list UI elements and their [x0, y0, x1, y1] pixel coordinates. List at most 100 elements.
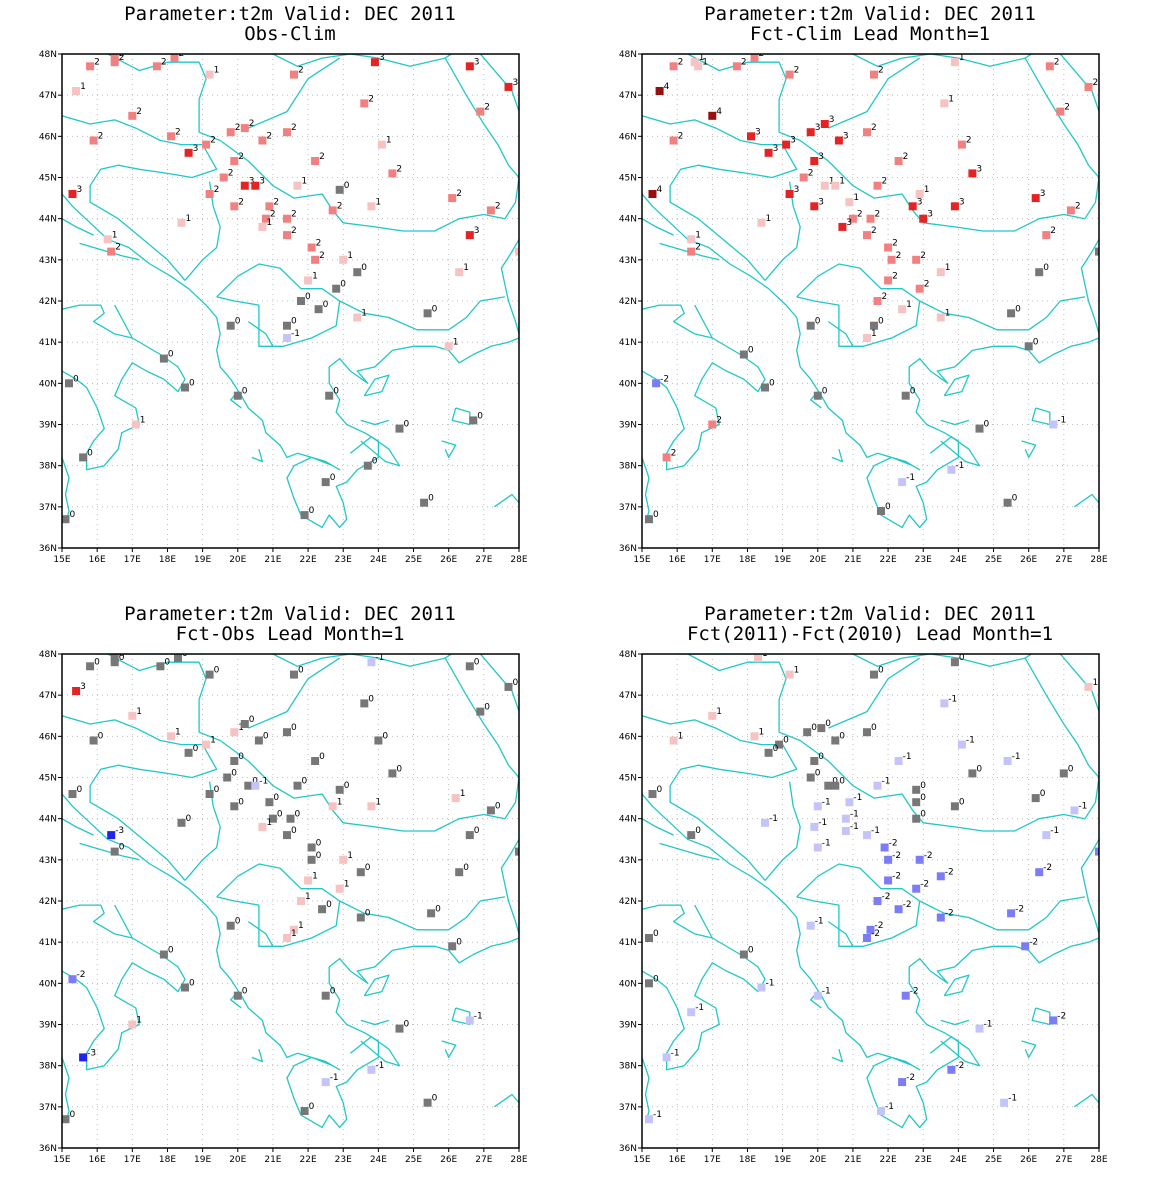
station-value-label: 0	[164, 657, 170, 667]
coastline	[339, 296, 506, 331]
station-value-label: 2	[291, 210, 297, 220]
coastline	[247, 921, 274, 947]
station-value-label: 1	[312, 871, 318, 881]
station-marker	[62, 1115, 70, 1124]
station-value-label: 3	[1040, 189, 1046, 199]
station-value-label: -1	[671, 1048, 680, 1058]
station-marker	[423, 309, 432, 318]
station-value-label: 0	[214, 785, 220, 795]
station-value-label: -2	[1057, 1011, 1066, 1021]
station-marker	[181, 983, 189, 992]
station-marker	[782, 140, 791, 149]
station-value-label: 0	[976, 764, 982, 774]
x-tick-label: 17E	[124, 1155, 141, 1165]
y-tick-label: 42N	[39, 897, 57, 907]
station-marker	[919, 214, 928, 223]
station-marker	[898, 478, 907, 487]
station-marker	[174, 654, 182, 663]
station-value-label: 2	[671, 448, 677, 458]
station-value-label: 2	[94, 57, 100, 67]
station-marker	[290, 925, 298, 934]
station-marker	[806, 321, 815, 330]
station-marker	[645, 1115, 653, 1124]
station-marker	[128, 111, 137, 120]
station-marker	[304, 276, 313, 285]
y-tick-label: 47N	[619, 691, 637, 701]
station-value-label: 0	[368, 694, 374, 704]
station-marker	[311, 757, 320, 765]
x-tick-label: 28E	[510, 1155, 527, 1165]
y-tick-label: 41N	[39, 338, 57, 348]
station-marker	[1035, 868, 1044, 877]
coastline	[642, 793, 1099, 1129]
station-marker	[1007, 309, 1016, 318]
station-value-label: 0	[748, 946, 754, 956]
station-value-label: 0	[783, 736, 789, 746]
station-value-label: 2	[1054, 57, 1060, 67]
x-tick-label: 19E	[194, 555, 211, 565]
station-marker	[1031, 194, 1040, 203]
station-value-label: 0	[653, 974, 659, 984]
station-value-label: -1	[822, 839, 831, 849]
x-tick-label: 27E	[475, 555, 492, 565]
station-marker	[184, 748, 193, 757]
coastline	[272, 54, 519, 112]
station-marker	[283, 334, 291, 342]
station-value-label: 1	[1093, 678, 1099, 688]
station-value-label: 1	[463, 263, 469, 273]
station-marker	[156, 662, 165, 671]
station-marker	[465, 831, 474, 840]
station-value-label: 3	[927, 210, 933, 220]
station-marker	[110, 847, 119, 856]
station-value-label: 0	[428, 494, 434, 504]
coastline	[642, 904, 713, 939]
station-value-label: 1	[347, 251, 353, 261]
station-marker	[202, 140, 211, 149]
station-value-label: 1	[266, 218, 272, 228]
station-marker	[283, 728, 291, 737]
station-marker	[813, 802, 822, 811]
station-marker	[370, 58, 379, 67]
station-marker	[258, 136, 267, 145]
station-value-label: 0	[98, 732, 104, 742]
station-marker	[1031, 794, 1040, 803]
station-marker	[205, 790, 214, 798]
station-marker	[332, 284, 341, 293]
station-value-label: 0	[523, 843, 529, 853]
station-marker	[395, 424, 404, 433]
station-marker	[1003, 757, 1012, 765]
x-tick-label: 19E	[774, 1155, 791, 1165]
station-value-label: 0	[1033, 337, 1039, 347]
station-value-label: 4	[664, 82, 670, 92]
station-value-label: 0	[653, 929, 659, 939]
coastline	[494, 1093, 519, 1108]
station-value-label: 0	[330, 473, 336, 483]
station-marker	[950, 202, 959, 211]
station-marker	[831, 736, 840, 745]
station-value-label: 0	[695, 826, 701, 836]
x-tick-label: 26E	[440, 1155, 457, 1165]
station-value-label: 1	[136, 1016, 142, 1026]
station-marker	[251, 181, 260, 190]
station-marker	[908, 202, 917, 211]
station-value-label: 1	[305, 892, 311, 902]
station-marker	[335, 185, 344, 194]
station-value-label: 0	[878, 317, 884, 327]
y-tick-label: 38N	[39, 462, 57, 472]
station-value-label: 0	[382, 732, 388, 742]
station-marker	[240, 181, 249, 190]
x-tick-label: 20E	[809, 1155, 826, 1165]
station-marker	[912, 798, 921, 807]
station-marker	[813, 391, 822, 400]
y-tick-label: 46N	[39, 732, 57, 742]
station-value-label: 2	[298, 66, 304, 76]
station-value-label: 2	[179, 49, 185, 59]
station-value-label: -1	[822, 797, 831, 807]
station-marker	[240, 124, 249, 133]
station-value-label: 1	[453, 337, 459, 347]
y-tick-label: 47N	[39, 691, 57, 701]
station-value-label: 0	[432, 304, 438, 314]
station-marker	[465, 662, 474, 671]
station-marker	[244, 781, 253, 790]
station-marker	[870, 70, 878, 79]
